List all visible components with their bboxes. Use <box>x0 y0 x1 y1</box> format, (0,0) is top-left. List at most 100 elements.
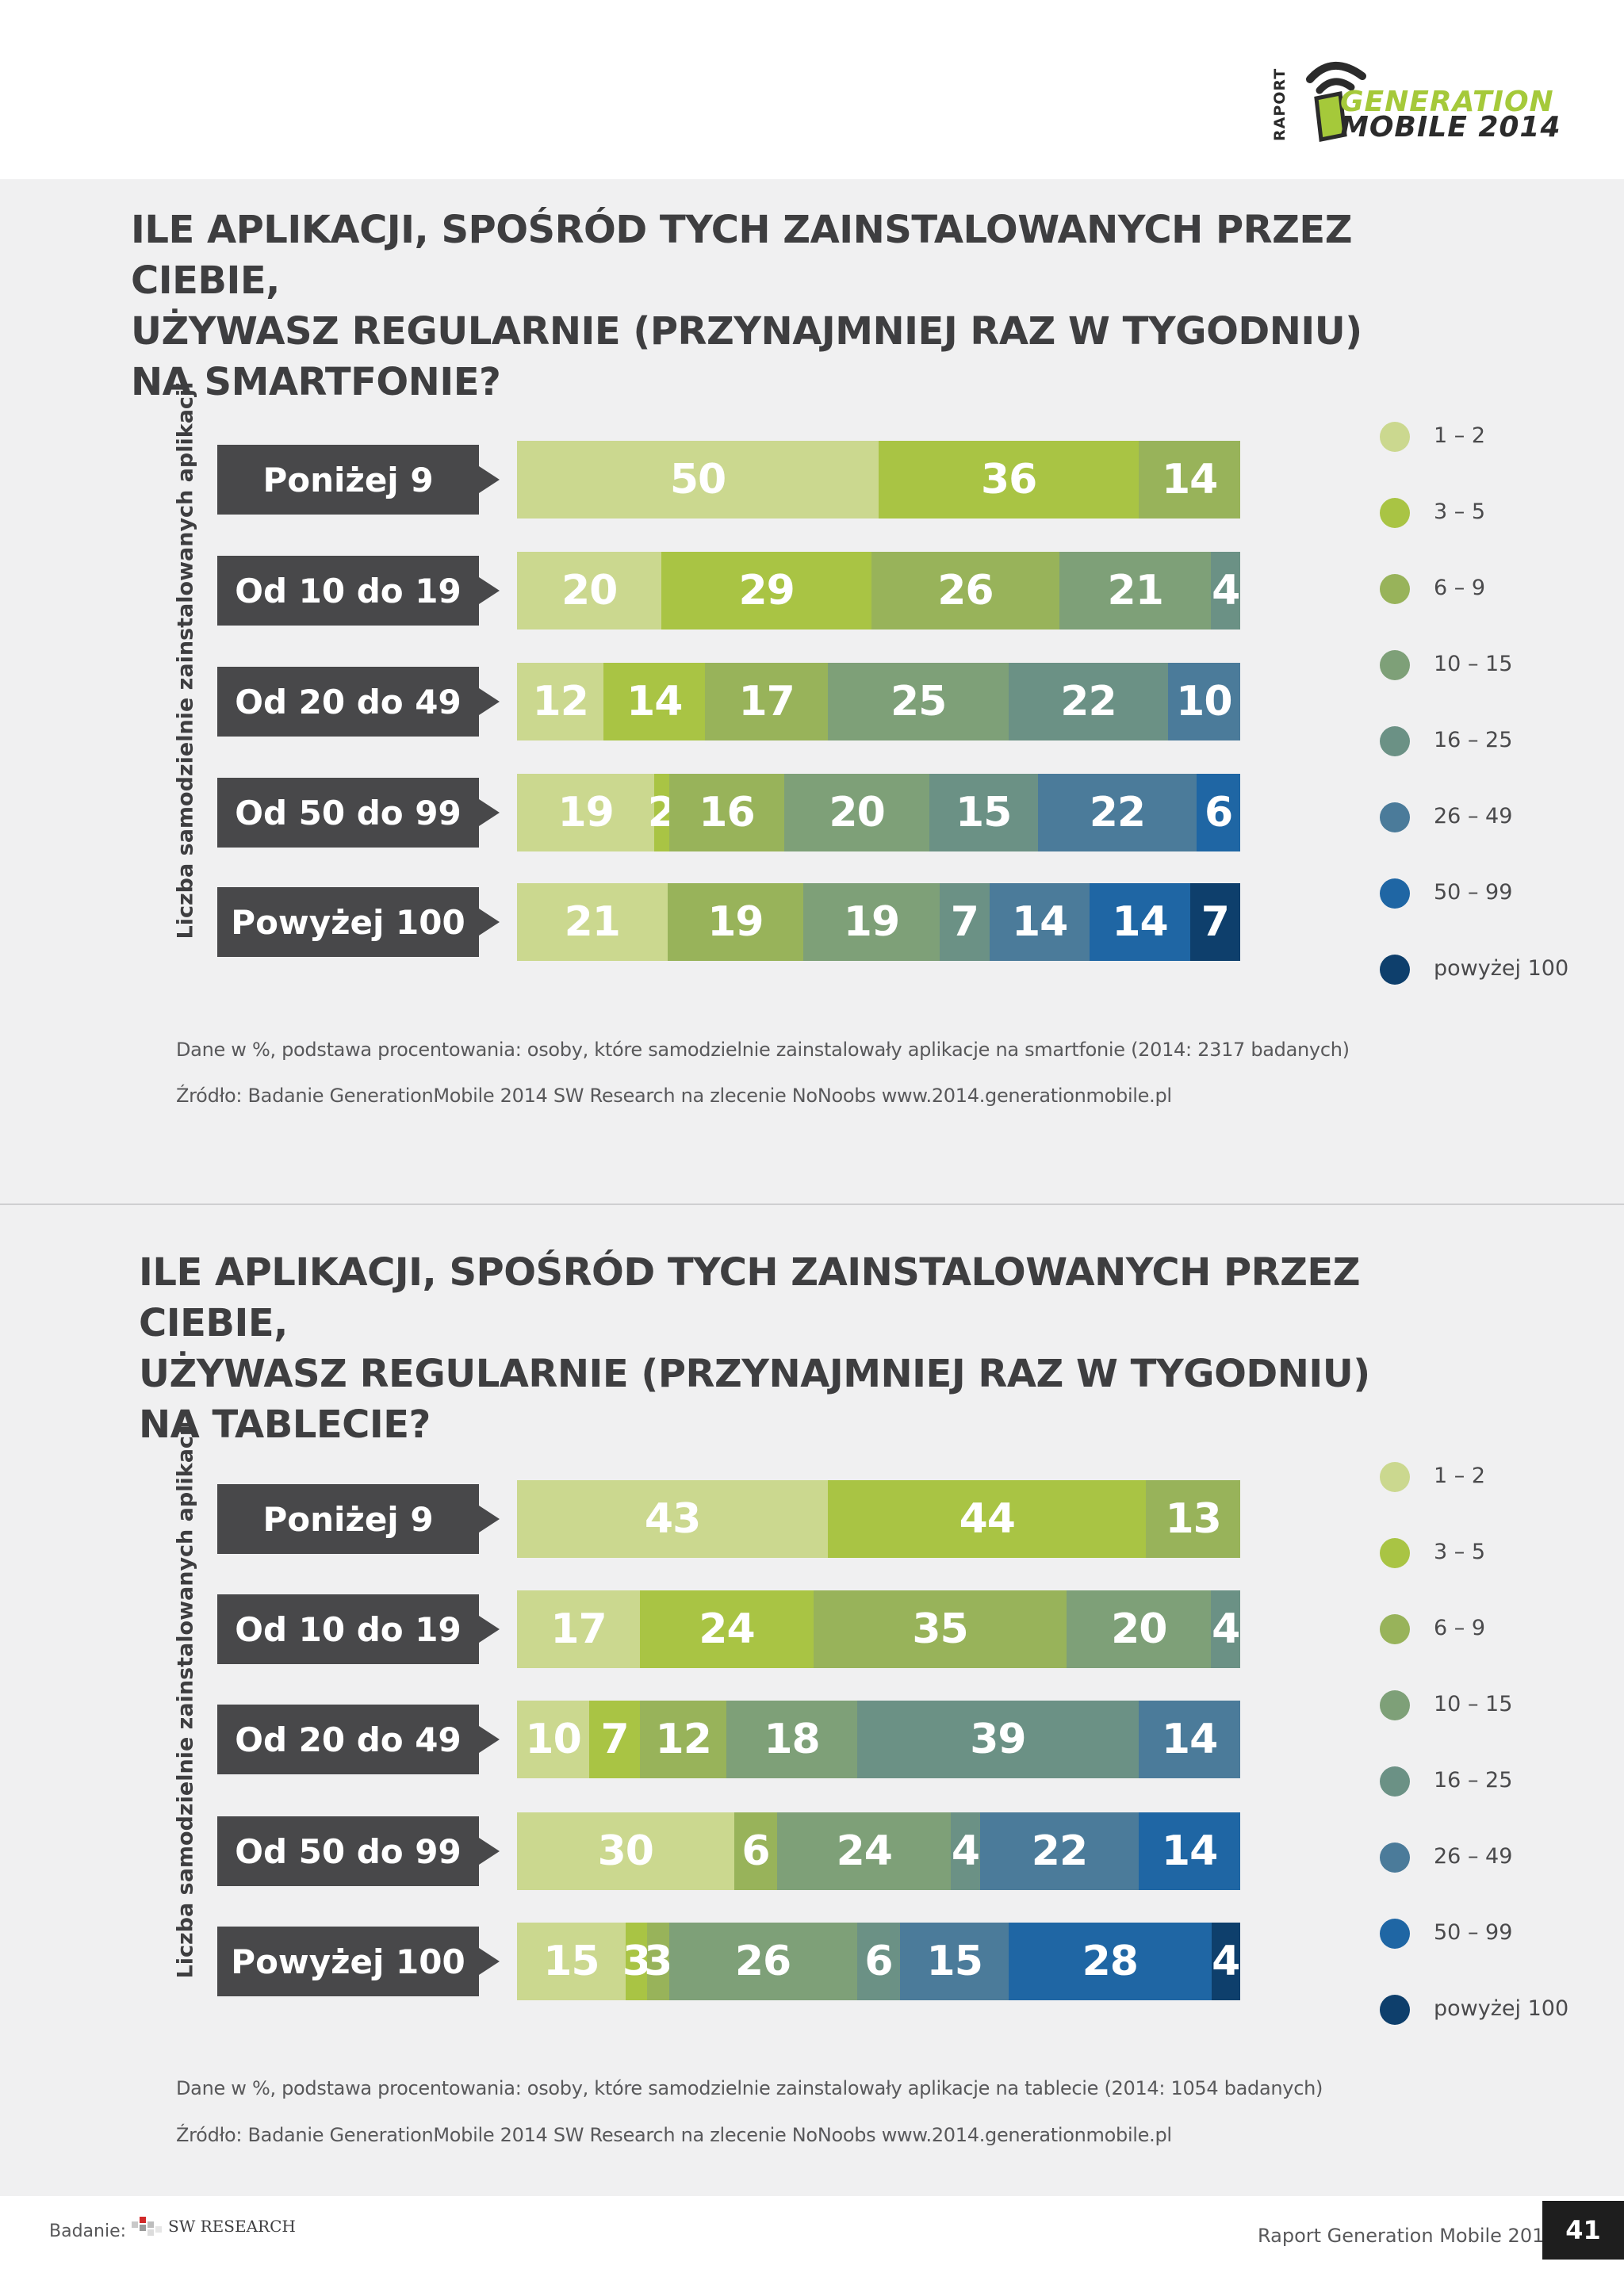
legend-swatch <box>1380 802 1410 832</box>
stacked-bar: 30 6 24 4 22 14 <box>517 1812 1240 1890</box>
stacked-bar: 17 24 35 20 4 <box>517 1590 1240 1668</box>
bar-segment: 4 <box>1211 552 1240 629</box>
bar-segment: 14 <box>989 883 1090 961</box>
bar-segment: 7 <box>589 1701 641 1778</box>
category-label: Powyżej 100 <box>217 1927 500 1996</box>
bar-value-label: 12 <box>532 678 589 725</box>
bar-value-label: 36 <box>980 456 1037 503</box>
bar-segment: 15 <box>929 774 1038 851</box>
bar-segment: 36 <box>879 441 1139 519</box>
bar-value-label: 6 <box>864 1938 893 1985</box>
bar-segment: 10 <box>517 1701 590 1778</box>
chart-2-title-line: NA TABLECIE? <box>139 1402 431 1447</box>
sw-research-logo-text: SW RESEARCH <box>168 2217 296 2236</box>
bar-segment: 24 <box>640 1590 814 1668</box>
category-label: Poniżej 9 <box>217 445 500 515</box>
logo-generation-text: GENERATION <box>1340 86 1554 118</box>
bar-value-label: 19 <box>707 898 764 946</box>
bar-value-label: 50 <box>669 456 726 503</box>
legend-item: 6 – 9 <box>1380 1613 1586 1644</box>
category-label: Poniżej 9 <box>217 1484 500 1554</box>
bar-segment: 16 <box>668 774 785 851</box>
legend-item: 26 – 49 <box>1380 801 1586 832</box>
bar-value-label: 44 <box>959 1495 1016 1543</box>
bar-value-label: 10 <box>1176 678 1232 725</box>
legend-item: 26 – 49 <box>1380 1841 1586 1873</box>
legend-swatch <box>1380 422 1410 452</box>
bar-segment: 30 <box>517 1812 734 1890</box>
chart-2-title-line: UŻYWASZ REGULARNIE (PRZYNAJMNIEJ RAZ W T… <box>139 1352 1370 1396</box>
legend-label: 10 – 15 <box>1434 652 1513 676</box>
category-label: Od 10 do 19 <box>217 556 500 626</box>
bar-value-label: 14 <box>1011 898 1068 946</box>
legend-item: 1 – 2 <box>1380 420 1586 452</box>
page-number: 41 <box>1542 2201 1624 2260</box>
bar-segment: 3 <box>644 1923 672 2000</box>
legend-item: 3 – 5 <box>1380 496 1586 528</box>
bar-segment: 7 <box>1189 883 1240 961</box>
bar-value-label: 30 <box>597 1827 654 1875</box>
bar-segment: 7 <box>939 883 990 961</box>
category-label: Od 50 do 99 <box>217 778 500 848</box>
bar-segment: 17 <box>517 1590 641 1668</box>
bar-value-label: 22 <box>1031 1827 1088 1875</box>
bar-value-label: 24 <box>699 1605 755 1653</box>
stacked-bar: 50 36 14 <box>517 441 1240 519</box>
legend-swatch <box>1380 574 1410 604</box>
bar-value-label: 14 <box>1161 1827 1218 1875</box>
bar-value-label: 14 <box>1161 456 1218 503</box>
bar-value-label: 14 <box>1112 898 1168 946</box>
bar-segment: 6 <box>733 1812 778 1890</box>
legend-item: 6 – 9 <box>1380 572 1586 604</box>
bar-value-label: 21 <box>1107 567 1164 614</box>
bar-segment: 18 <box>726 1701 857 1778</box>
chart-2-title: ILE APLIKACJI, SPOŚRÓD TYCH ZAINSTALOWAN… <box>139 1247 1487 1450</box>
bar-segment: 24 <box>777 1812 952 1890</box>
chart-1-title: ILE APLIKACJI, SPOŚRÓD TYCH ZAINSTALOWAN… <box>131 205 1479 408</box>
legend-label: 3 – 5 <box>1434 1540 1486 1564</box>
phone-icon <box>1314 91 1347 142</box>
bar-segment: 2 <box>648 774 676 851</box>
legend-label: 50 – 99 <box>1434 1920 1513 1945</box>
chart-1-title-line: NA SMARTFONIE? <box>131 360 501 404</box>
bar-value-label: 7 <box>1201 898 1230 946</box>
bar-value-label: 7 <box>950 898 979 946</box>
bar-segment: 12 <box>517 663 604 740</box>
legend-swatch <box>1380 726 1410 756</box>
category-label: Od 20 do 49 <box>217 667 500 737</box>
bar-value-label: 3 <box>622 1938 651 1985</box>
bar-segment: 3 <box>622 1923 651 2000</box>
bar-segment: 20 <box>1067 1590 1212 1668</box>
bar-segment: 10 <box>1167 663 1240 740</box>
bar-segment: 19 <box>803 883 940 961</box>
legend-item: powyżej 100 <box>1380 953 1586 985</box>
bar-segment: 6 <box>856 1923 901 2000</box>
stacked-bar: 12 14 17 25 22 10 <box>517 663 1240 740</box>
legend-label: 1 – 2 <box>1434 1464 1486 1488</box>
legend-item: 50 – 99 <box>1380 877 1586 909</box>
stacked-bar: 21 19 19 7 14 14 7 <box>517 883 1240 961</box>
category-label: Od 50 do 99 <box>217 1816 500 1886</box>
legend-swatch <box>1380 955 1410 985</box>
bar-segment: 39 <box>856 1701 1139 1778</box>
bar-value-label: 7 <box>600 1716 630 1763</box>
legend-item: 3 – 5 <box>1380 1536 1586 1568</box>
legend-label: 10 – 15 <box>1434 1692 1513 1716</box>
legend-swatch <box>1380 1462 1410 1492</box>
bar-segment: 4 <box>951 1812 980 1890</box>
bar-value-label: 39 <box>970 1716 1026 1763</box>
bar-segment: 14 <box>1139 1812 1240 1890</box>
bar-value-label: 14 <box>1161 1716 1218 1763</box>
bar-value-label: 17 <box>550 1605 607 1653</box>
legend-swatch <box>1380 650 1410 680</box>
bar-segment: 43 <box>517 1480 829 1558</box>
bar-value-label: 4 <box>1212 1938 1240 1985</box>
bar-value-label: 35 <box>912 1605 968 1653</box>
chart-2-y-axis-label: Liczba samodzielnie zainstalowanych apli… <box>173 1421 198 1979</box>
logo-raport-text: RAPORT <box>1271 67 1289 141</box>
bar-segment: 20 <box>517 552 662 629</box>
category-label: Od 10 do 19 <box>217 1594 500 1664</box>
legend-swatch <box>1380 1995 1410 2025</box>
legend-item: 10 – 15 <box>1380 1689 1586 1720</box>
legend-swatch <box>1380 1690 1410 1720</box>
